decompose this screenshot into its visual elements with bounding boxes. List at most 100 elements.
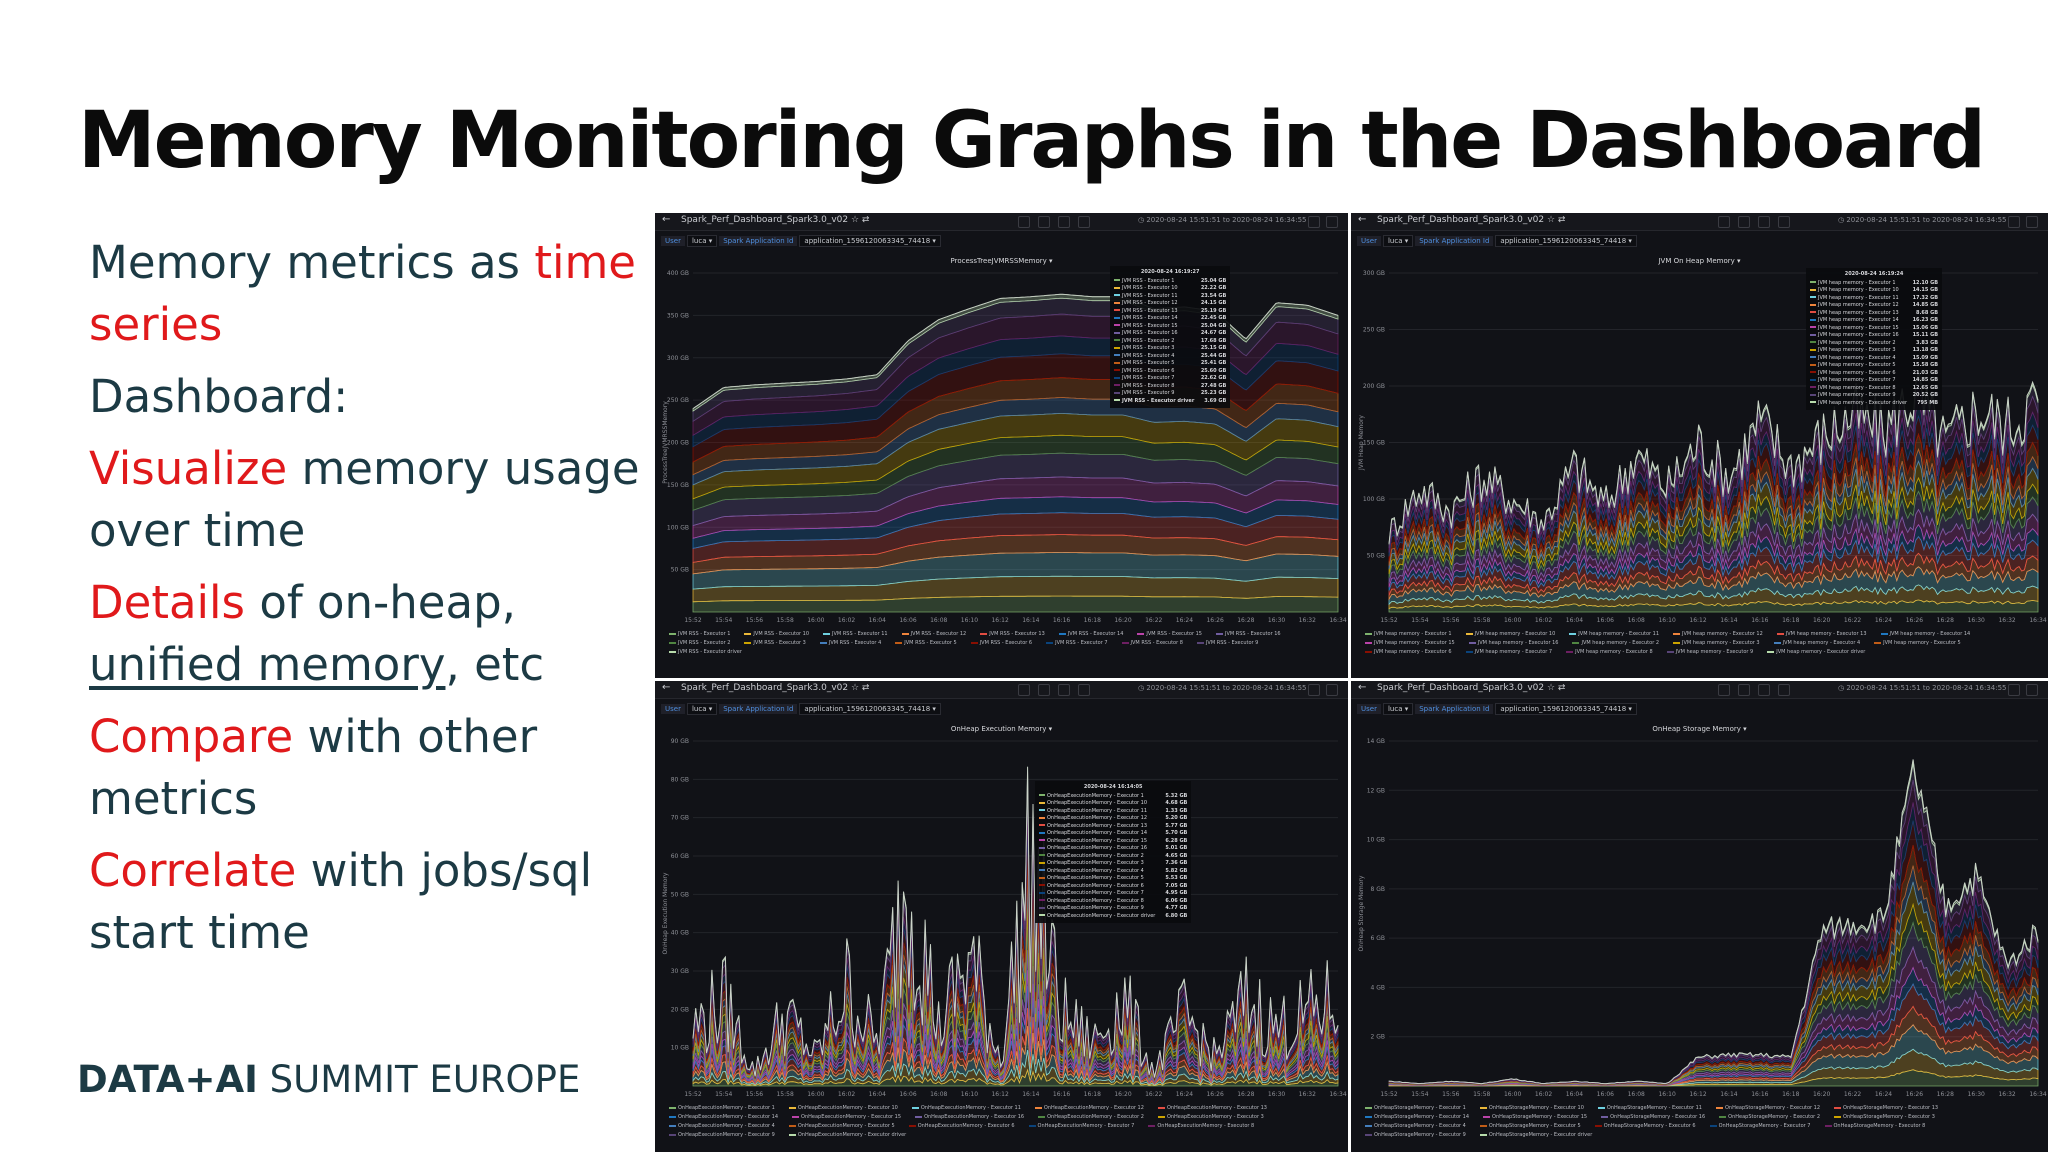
- app-id-variable-select[interactable]: application_1596120063345_74418 ▾: [799, 703, 941, 715]
- panel-title[interactable]: OnHeap Execution Memory ▾: [950, 725, 1053, 733]
- tv-mode-icon[interactable]: [1078, 216, 1090, 228]
- panel-add-icon[interactable]: [1018, 684, 1030, 696]
- legend-item[interactable]: JVM heap memory - Executor 13: [1776, 631, 1867, 637]
- legend-item[interactable]: OnHeapStorageMemory - Executor 16: [1601, 1114, 1705, 1120]
- panel-add-icon[interactable]: [1018, 216, 1030, 228]
- legend-item[interactable]: JVM RSS - Executor 4: [819, 640, 881, 646]
- legend-item[interactable]: OnHeapExecutionMemory - Executor 12: [1034, 1105, 1144, 1111]
- legend-item[interactable]: JVM heap memory - Executor 5: [1874, 640, 1961, 646]
- legend-item[interactable]: OnHeapExecutionMemory - Executor 16: [915, 1114, 1024, 1120]
- user-variable-select[interactable]: luca ▾: [1382, 703, 1414, 715]
- refresh-icon[interactable]: [1326, 216, 1338, 228]
- legend-item[interactable]: JVM heap memory - Executor 16: [1468, 640, 1558, 646]
- zoom-out-icon[interactable]: [1308, 684, 1320, 696]
- legend-item[interactable]: JVM RSS - Executor 8: [1121, 640, 1183, 646]
- settings-gear-icon[interactable]: [1058, 684, 1070, 696]
- legend-item[interactable]: OnHeapExecutionMemory - Executor 13: [1157, 1105, 1267, 1111]
- legend-item[interactable]: OnHeapStorageMemory - Executor 7: [1709, 1123, 1811, 1129]
- settings-gear-icon[interactable]: [1758, 684, 1770, 696]
- zoom-out-icon[interactable]: [2008, 216, 2020, 228]
- legend-item[interactable]: OnHeapStorageMemory - Executor 14: [1365, 1114, 1469, 1120]
- back-arrow-icon[interactable]: ←: [662, 682, 671, 693]
- back-arrow-icon[interactable]: ←: [662, 214, 671, 225]
- legend-item[interactable]: JVM heap memory - Executor 10: [1465, 631, 1555, 637]
- legend-item[interactable]: JVM RSS - Executor 3: [744, 640, 806, 646]
- dashboard-name[interactable]: Spark_Perf_Dashboard_Spark3.0_v02 ☆ ⇄: [681, 683, 870, 693]
- panel-title[interactable]: JVM On Heap Memory ▾: [1658, 257, 1741, 265]
- legend-item[interactable]: JVM RSS - Executor 10: [744, 631, 809, 637]
- legend-item[interactable]: JVM RSS - Executor 2: [669, 640, 730, 646]
- legend-item[interactable]: JVM RSS - Executor 15: [1137, 631, 1202, 637]
- settings-gear-icon[interactable]: [1058, 216, 1070, 228]
- app-id-variable-select[interactable]: application_1596120063345_74418 ▾: [1495, 703, 1637, 715]
- legend-item[interactable]: OnHeapExecutionMemory - Executor 11: [911, 1105, 1021, 1111]
- legend-item[interactable]: JVM RSS - Executor 9: [1196, 640, 1258, 646]
- legend-item[interactable]: OnHeapExecutionMemory - Executor 1: [669, 1105, 775, 1111]
- zoom-out-icon[interactable]: [2008, 684, 2020, 696]
- zoom-out-icon[interactable]: [1308, 216, 1320, 228]
- app-id-variable-select[interactable]: application_1596120063345_74418 ▾: [1495, 235, 1637, 247]
- legend-item[interactable]: JVM RSS - Executor 6: [970, 640, 1032, 646]
- legend-item[interactable]: JVM heap memory - Executor 2: [1572, 640, 1659, 646]
- legend-item[interactable]: JVM heap memory - Executor 7: [1465, 649, 1552, 655]
- app-id-variable-select[interactable]: application_1596120063345_74418 ▾: [799, 235, 941, 247]
- legend-item[interactable]: JVM RSS - Executor 12: [901, 631, 966, 637]
- legend-item[interactable]: OnHeapExecutionMemory - Executor 4: [669, 1123, 775, 1129]
- tv-mode-icon[interactable]: [1078, 684, 1090, 696]
- legend-item[interactable]: OnHeapStorageMemory - Executor 12: [1715, 1105, 1820, 1111]
- legend-item[interactable]: JVM RSS - Executor 16: [1215, 631, 1281, 637]
- panel-add-icon[interactable]: [1718, 684, 1730, 696]
- legend-item[interactable]: OnHeapStorageMemory - Executor 2: [1719, 1114, 1820, 1120]
- legend-item[interactable]: OnHeapStorageMemory - Executor 10: [1479, 1105, 1584, 1111]
- legend-item[interactable]: JVM heap memory - Executor 3: [1673, 640, 1760, 646]
- refresh-icon[interactable]: [2026, 684, 2038, 696]
- legend-item[interactable]: OnHeapStorageMemory - Executor 4: [1365, 1123, 1466, 1129]
- legend-item[interactable]: JVM heap memory - Executor 8: [1566, 649, 1653, 655]
- user-variable-select[interactable]: luca ▾: [1382, 235, 1414, 247]
- panel-title[interactable]: ProcessTreeJVMRSSMemory ▾: [950, 257, 1053, 265]
- dashboard-name[interactable]: Spark_Perf_Dashboard_Spark3.0_v02 ☆ ⇄: [1377, 683, 1566, 693]
- legend-item[interactable]: JVM RSS - Executor 11: [823, 631, 888, 637]
- legend-item[interactable]: OnHeapStorageMemory - Executor 1: [1365, 1105, 1466, 1111]
- back-arrow-icon[interactable]: ←: [1358, 682, 1367, 693]
- legend-item[interactable]: OnHeapStorageMemory - Executor 5: [1479, 1123, 1581, 1129]
- legend-item[interactable]: OnHeapExecutionMemory - Executor 10: [788, 1105, 898, 1111]
- panel-add-icon[interactable]: [1718, 216, 1730, 228]
- legend-item[interactable]: OnHeapStorageMemory - Executor 13: [1834, 1105, 1938, 1111]
- save-icon[interactable]: [1038, 216, 1050, 228]
- legend-item[interactable]: OnHeapExecutionMemory - Executor driver: [788, 1132, 906, 1138]
- legend-item[interactable]: JVM heap memory - Executor driver: [1767, 649, 1865, 655]
- dashboard-name[interactable]: Spark_Perf_Dashboard_Spark3.0_v02 ☆ ⇄: [681, 215, 870, 225]
- panel-title[interactable]: OnHeap Storage Memory ▾: [1652, 725, 1747, 733]
- refresh-icon[interactable]: [1326, 684, 1338, 696]
- legend-item[interactable]: OnHeapExecutionMemory - Executor 14: [669, 1114, 778, 1120]
- legend-item[interactable]: OnHeapStorageMemory - Executor 15: [1483, 1114, 1587, 1120]
- legend-item[interactable]: JVM RSS - Executor 5: [895, 640, 957, 646]
- time-range-picker[interactable]: ◷ 2020-08-24 15:51:51 to 2020-08-24 16:3…: [1838, 216, 2007, 224]
- settings-gear-icon[interactable]: [1758, 216, 1770, 228]
- legend-item[interactable]: OnHeapStorageMemory - Executor driver: [1479, 1132, 1592, 1138]
- legend-item[interactable]: JVM heap memory - Executor 12: [1673, 631, 1763, 637]
- save-icon[interactable]: [1038, 684, 1050, 696]
- legend-item[interactable]: OnHeapExecutionMemory - Executor 6: [908, 1123, 1015, 1129]
- legend-item[interactable]: JVM heap memory - Executor 9: [1666, 649, 1753, 655]
- tv-mode-icon[interactable]: [1778, 684, 1790, 696]
- legend-item[interactable]: JVM RSS - Executor 13: [980, 631, 1045, 637]
- legend-item[interactable]: OnHeapStorageMemory - Executor 8: [1824, 1123, 1925, 1129]
- legend-item[interactable]: JVM RSS - Executor 7: [1046, 640, 1108, 646]
- refresh-icon[interactable]: [2026, 216, 2038, 228]
- time-range-picker[interactable]: ◷ 2020-08-24 15:51:51 to 2020-08-24 16:3…: [1138, 684, 1307, 692]
- legend-item[interactable]: OnHeapExecutionMemory - Executor 9: [669, 1132, 775, 1138]
- user-variable-select[interactable]: luca ▾: [686, 235, 718, 247]
- legend-item[interactable]: OnHeapExecutionMemory - Executor 8: [1148, 1123, 1254, 1129]
- legend-item[interactable]: JVM heap memory - Executor 1: [1365, 631, 1452, 637]
- legend-item[interactable]: JVM heap memory - Executor 14: [1880, 631, 1970, 637]
- legend-item[interactable]: OnHeapStorageMemory - Executor 6: [1594, 1123, 1696, 1129]
- legend-item[interactable]: OnHeapExecutionMemory - Executor 5: [788, 1123, 895, 1129]
- legend-item[interactable]: OnHeapExecutionMemory - Executor 2: [1038, 1114, 1144, 1120]
- save-icon[interactable]: [1738, 684, 1750, 696]
- legend-item[interactable]: JVM heap memory - Executor 15: [1365, 640, 1455, 646]
- back-arrow-icon[interactable]: ←: [1358, 214, 1367, 225]
- legend-item[interactable]: JVM heap memory - Executor 11: [1569, 631, 1659, 637]
- tv-mode-icon[interactable]: [1778, 216, 1790, 228]
